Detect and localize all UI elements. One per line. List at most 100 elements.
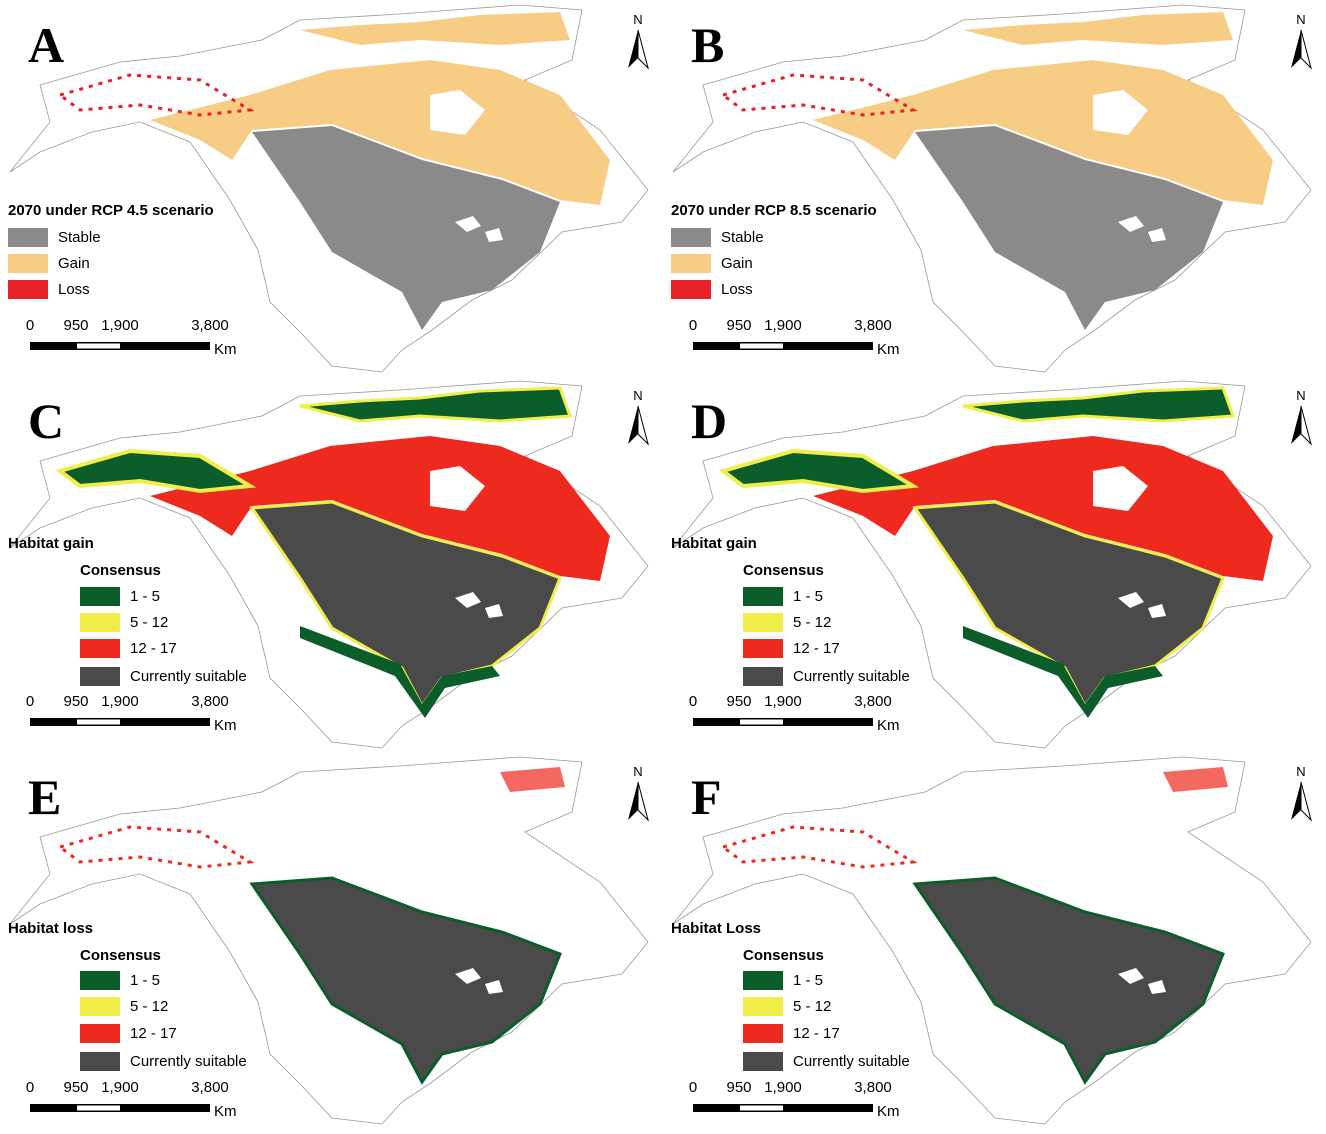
legend-label: 12 - 17 <box>793 1025 840 1042</box>
panel-letter: B <box>691 17 724 73</box>
gain-area <box>299 386 573 423</box>
scale-label: 0 <box>689 317 697 334</box>
legend-swatch <box>671 228 711 247</box>
legend-label: Currently suitable <box>793 668 910 685</box>
north-arrow <box>628 30 638 68</box>
north-arrow <box>1300 405 1312 446</box>
scale-unit: Km <box>214 1103 237 1120</box>
scale-label: 950 <box>63 693 88 710</box>
legend-title: 2070 under RCP 8.5 scenario <box>671 202 877 219</box>
legend-label: Stable <box>58 229 101 246</box>
scale-label: 950 <box>726 317 751 334</box>
map-panel: E N Habitat loss Consensus 1 - 5 5 - 12 12 - 1… <box>8 756 649 1125</box>
scale-label: 1,900 <box>101 317 139 334</box>
scale-label: 950 <box>726 693 751 710</box>
scale-bar-segment <box>77 343 120 349</box>
legend-swatch <box>80 1024 120 1043</box>
scale-label: 1,900 <box>764 693 802 710</box>
legend-label: Gain <box>721 255 753 272</box>
legend-swatch <box>743 587 783 606</box>
legend-swatch <box>671 254 711 273</box>
gain-area <box>813 436 1273 581</box>
gain-area <box>963 12 1233 45</box>
legend-label: 1 - 5 <box>793 972 823 989</box>
north-arrow <box>1300 781 1312 822</box>
legend-label: 5 - 12 <box>793 614 831 631</box>
panel-letter: E <box>28 769 61 825</box>
scale-bar-segment <box>740 719 783 725</box>
legend-swatch <box>743 639 783 658</box>
legend-swatch <box>80 587 120 606</box>
scale-label: 0 <box>689 1079 697 1096</box>
legend-title: Habitat gain <box>671 535 757 552</box>
legend-subtitle: Consensus <box>80 947 161 964</box>
legend-swatch <box>80 667 120 686</box>
legend-swatch <box>671 280 711 299</box>
north-label: N <box>1296 764 1305 779</box>
legend-label: Loss <box>721 281 753 298</box>
loss-area <box>56 825 255 869</box>
stable-area <box>915 126 1223 330</box>
lakes <box>430 842 503 994</box>
scale-unit: Km <box>877 341 900 358</box>
lakes <box>430 466 503 618</box>
panel-letter: A <box>28 17 64 73</box>
map-panel: C N Habitat gain Consensus 1 - 5 5 - 12 12 - 1… <box>8 380 649 749</box>
suitable-area <box>912 876 1225 1085</box>
north-label: N <box>633 764 642 779</box>
legend-label: 12 - 17 <box>130 640 177 657</box>
legend-label: Gain <box>58 255 90 272</box>
map-panel: D N Habitat gain Consensus 1 - 5 5 - 12 12 - 1… <box>671 380 1312 749</box>
lakes <box>1093 842 1166 994</box>
legend-swatch <box>743 1052 783 1071</box>
scale-label: 0 <box>26 317 34 334</box>
gain-area <box>55 448 257 494</box>
gain-area <box>150 436 610 581</box>
scale-label: 950 <box>726 1079 751 1096</box>
scale-unit: Km <box>214 717 237 734</box>
scale-label: 0 <box>26 693 34 710</box>
scale-label: 3,800 <box>854 317 892 334</box>
north-arrow <box>637 29 649 70</box>
legend-label: Loss <box>58 281 90 298</box>
scale-label: 0 <box>689 693 697 710</box>
legend-label: 1 - 5 <box>793 588 823 605</box>
panel-letter: D <box>691 393 727 449</box>
legend-swatch <box>80 971 120 990</box>
north-arrow <box>628 782 638 820</box>
north-arrow <box>1300 29 1312 70</box>
lakes <box>430 90 503 242</box>
scale-label: 0 <box>26 1079 34 1096</box>
legend-swatch <box>743 667 783 686</box>
map-panel: F N Habitat Loss Consensus 1 - 5 5 - 12 12 - 1… <box>671 756 1312 1125</box>
loss-area <box>719 825 918 869</box>
legend-label: 12 - 17 <box>130 1025 177 1042</box>
legend-label: 1 - 5 <box>130 588 160 605</box>
legend-label: 5 - 12 <box>130 998 168 1015</box>
legend-label: 12 - 17 <box>793 640 840 657</box>
legend-swatch <box>80 1052 120 1071</box>
north-arrow <box>637 781 649 822</box>
legend-label: Stable <box>721 229 764 246</box>
legend-label: 1 - 5 <box>130 972 160 989</box>
scale-label: 1,900 <box>764 1079 802 1096</box>
north-label: N <box>1296 388 1305 403</box>
north-arrow <box>1291 406 1301 444</box>
north-label: N <box>633 12 642 27</box>
north-arrow <box>1291 30 1301 68</box>
legend-label: 5 - 12 <box>793 998 831 1015</box>
scale-label: 3,800 <box>191 317 229 334</box>
legend-label: Currently suitable <box>130 1053 247 1070</box>
loss-area <box>719 73 918 117</box>
scale-label: 3,800 <box>854 693 892 710</box>
legend-label: 5 - 12 <box>130 614 168 631</box>
scale-bar-segment <box>77 719 120 725</box>
loss-area <box>56 73 255 117</box>
legend-swatch <box>743 613 783 632</box>
loss-area <box>1163 767 1228 792</box>
legend-swatch <box>80 997 120 1016</box>
gain-area <box>813 60 1273 205</box>
scale-label: 950 <box>63 317 88 334</box>
scale-unit: Km <box>877 717 900 734</box>
